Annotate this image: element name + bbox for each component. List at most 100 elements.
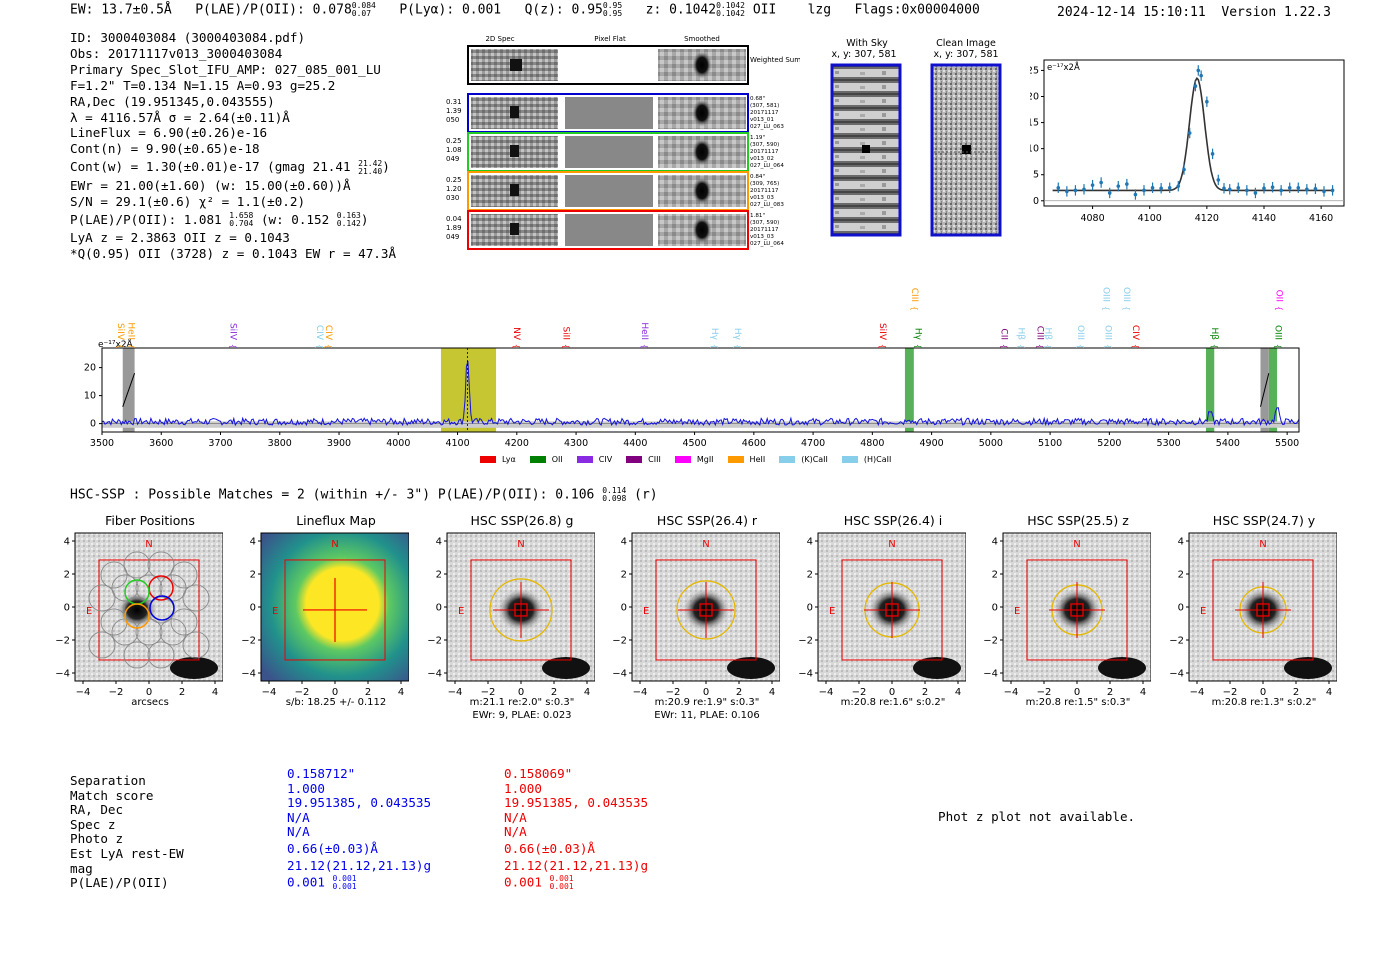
with-sky-image [830, 63, 902, 237]
cutout-right-meta: 027_LU_083 [750, 202, 784, 208]
zoom-line-chart: e⁻¹⁷x2Å 0 5 10 15 20 25 4080 4100 4120 4140 4160 [1030, 59, 1345, 224]
fiber-circle [135, 574, 163, 602]
legend-item: MgII [674, 455, 714, 464]
spectrum-mask-hatch [1259, 373, 1270, 407]
hsc-xtick: 4 [1326, 687, 1332, 698]
hsc-panel-title: HSC SSP(24.7) y [1212, 513, 1316, 528]
legend-item: (H)CaII [841, 455, 892, 464]
info-contn: Cont(n) = 9.90(±0.65)e-18 [70, 141, 260, 157]
hsc-panel-caption: m:20.8 re:1.6" s:0.2" [840, 697, 946, 708]
hsc-ytick: −2 [1169, 636, 1184, 647]
spectrum-line-label: SiII [561, 326, 571, 340]
hsc-xtick: −4 [448, 687, 463, 698]
cutout-right-meta: 0.84" [750, 174, 765, 180]
spectrum-line-brace: { [1036, 344, 1045, 349]
cutout-smoothed-source [692, 138, 712, 166]
zoom-data-point [1287, 185, 1292, 190]
hsc-xtick: −2 [1037, 687, 1052, 698]
spectrum-line [101, 360, 1300, 427]
zoom-xtick: 4140 [1252, 213, 1276, 224]
spectrum-line-label: Hγ [709, 328, 719, 341]
cutout-2d-source [510, 223, 519, 235]
fiber-circle [159, 618, 187, 646]
cutout-2d-source [510, 184, 519, 196]
zoom-ytick: 20 [1030, 92, 1039, 103]
col1-plae-lo: 0.001 [332, 882, 357, 892]
legend-label: OII [551, 455, 563, 464]
full-spectrum-chart: e⁻¹⁷x2Å 0 10 20 3500 3600 3700 3800 3900 4000 4100… [84, 287, 1300, 449]
label-radec: RA, Dec [70, 802, 124, 818]
hsc-ytick: 4 [250, 537, 256, 548]
spectrum-line-label: CIV [323, 325, 333, 341]
hsc-neighbor-galaxy [727, 656, 775, 679]
hsc-xtick: −4 [1004, 687, 1019, 698]
hsc-panel-image: N E −4 −4 −2 −2 0 0 2 2 4 4 [55, 532, 223, 698]
cutout-pixel-flat [565, 97, 653, 129]
legend-item: HeII [727, 455, 765, 464]
label-match-score: Match score [70, 787, 154, 803]
header-plae-lo: 0.07 [351, 9, 372, 18]
cutout-right-meta: 027_LU_063 [750, 124, 784, 130]
hsc-xtick: −2 [109, 687, 124, 698]
zoom-data-point [1216, 178, 1221, 182]
zoom-data-point [1296, 185, 1301, 190]
zoom-ytick: 5 [1033, 170, 1039, 181]
hsc-panel-caption: s/b: 18.25 +/- 0.112 [285, 697, 387, 708]
hsc-ytick: 4 [64, 537, 70, 548]
col1-separation: 0.158712" [287, 766, 356, 781]
hsc-panel-title: HSC SSP(26.4) i [843, 513, 943, 528]
zoom-data-point [1222, 186, 1226, 191]
hsc-ytick: 0 [992, 603, 998, 614]
legend-label: (H)CaII [863, 455, 892, 464]
zoom-data-point [1133, 192, 1138, 197]
col2-radec: 19.951385, 0.043535 [504, 795, 649, 811]
spectrum-line-brace: { [229, 344, 238, 349]
spectrum-line-label: OIII [1272, 325, 1282, 340]
hsc-panel-title: HSC SSP(25.5) z [1027, 513, 1129, 528]
hsc-heading: HSC-SSP : Possible Matches = 2 (within +… [70, 487, 658, 503]
hsc-xtick: 4 [212, 687, 218, 698]
zoom-data-point [1236, 185, 1241, 190]
spectrum-ytick: 0 [90, 419, 96, 430]
hsc-panel-title: HSC SSP(26.8) g [470, 513, 574, 528]
aperture-box [284, 559, 386, 661]
zoom-fit-curve [1052, 77, 1333, 192]
spectrum-line-label: OIII [1121, 287, 1131, 302]
spectrum-line-label: CIII [1035, 326, 1045, 340]
hsc-neighbor-galaxy [913, 656, 961, 679]
hsc-xtick: −4 [633, 687, 648, 698]
aperture-box [655, 559, 757, 661]
fiber-circle [182, 584, 210, 612]
aperture-box [1026, 559, 1128, 661]
col2-spec-z: N/A [504, 809, 527, 825]
cutout-pixel-flat [565, 214, 653, 246]
legend-item: (K)CaII [779, 455, 828, 464]
spectrum-legend: Lyα OII CIV CIII MgII HeII (K)CaII (H)CaII [480, 448, 905, 467]
hsc-xtick: 4 [584, 687, 590, 698]
spectrum-line-label: OIII [1100, 287, 1110, 302]
col1-plae: 0.001 0.001 0.001 [287, 875, 431, 891]
east-label: E [86, 606, 92, 617]
legend-label: (K)CaII [801, 455, 828, 464]
info-plae-w-lo: 0.142 [336, 219, 361, 229]
spectrum-line-brace: { [710, 344, 719, 349]
spectrum-xtick: 4300 [564, 438, 588, 449]
spectrum-line-brace: { [1273, 344, 1282, 349]
match-col-1: 0.158712" 1.000 19.951385, 0.043535 N/A … [287, 766, 431, 891]
hsc-xtick: 4 [955, 687, 961, 698]
with-sky-xy: x, y: 307, 581 [831, 49, 897, 60]
hsc-heading-lo: 0.098 [602, 494, 627, 503]
north-label: N [1259, 539, 1266, 550]
hsc-xtick: 2 [922, 687, 928, 698]
spectrum-xtick: 4500 [682, 438, 706, 449]
zoom-ytick: 25 [1030, 65, 1039, 76]
zoom-data-point [1073, 188, 1078, 193]
east-label: E [1200, 606, 1206, 617]
info-lambda: λ = 4116.57Å σ = 2.64(±0.11)Å [70, 109, 290, 125]
clean-title: Clean Image x, y: 307, 581 [930, 38, 1002, 60]
ellipse-aperture [676, 580, 736, 640]
spectrum-line-brace: { [1122, 306, 1131, 311]
header-z-lo: 0.1042 [716, 9, 745, 18]
spectrum-line-label: CII [999, 328, 1009, 340]
spectrum-ylabel: e⁻¹⁷x2Å [98, 338, 134, 350]
